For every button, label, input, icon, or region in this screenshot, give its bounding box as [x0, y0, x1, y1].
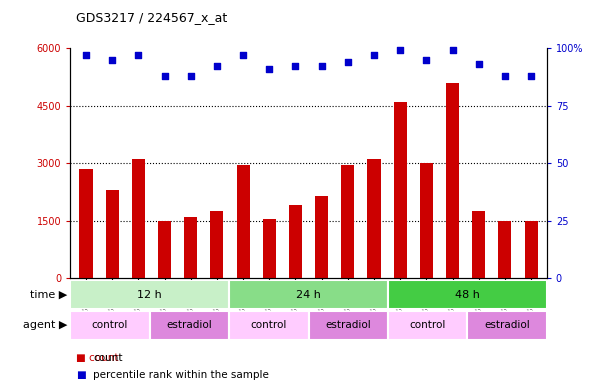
Bar [150, 311, 229, 340]
Text: 24 h: 24 h [296, 290, 321, 300]
Bar [158, 221, 171, 278]
Point [500, 73, 510, 79]
Point [212, 63, 222, 70]
Bar [70, 311, 150, 340]
Text: 48 h: 48 h [455, 290, 480, 300]
Bar [499, 221, 511, 278]
Bar [309, 311, 388, 340]
Text: GDS3217 / 224567_x_at: GDS3217 / 224567_x_at [76, 12, 228, 25]
Bar [263, 219, 276, 278]
Text: count: count [93, 353, 123, 363]
Bar [229, 311, 309, 340]
Bar [106, 190, 119, 278]
Point [159, 73, 169, 79]
Text: control: control [92, 320, 128, 331]
Text: time ▶: time ▶ [30, 290, 67, 300]
Text: ■ count: ■ count [76, 353, 119, 363]
Bar [70, 280, 229, 309]
Point [474, 61, 484, 67]
Bar [184, 217, 197, 278]
Bar [525, 221, 538, 278]
Text: percentile rank within the sample: percentile rank within the sample [93, 370, 269, 380]
Bar [289, 205, 302, 278]
Point [108, 56, 117, 63]
Point [316, 63, 326, 70]
Bar [367, 159, 381, 278]
Bar [446, 83, 459, 278]
Bar [467, 311, 547, 340]
Text: ■: ■ [76, 370, 86, 380]
Bar [79, 169, 92, 278]
Bar [420, 163, 433, 278]
Bar [236, 165, 250, 278]
Point [291, 63, 301, 70]
Point [265, 66, 274, 72]
Text: estradiol: estradiol [167, 320, 212, 331]
Point [395, 47, 405, 53]
Bar [342, 165, 354, 278]
Point [186, 73, 196, 79]
Text: control: control [409, 320, 446, 331]
Point [238, 52, 248, 58]
Text: agent ▶: agent ▶ [23, 320, 67, 331]
Text: control: control [251, 320, 287, 331]
Bar [393, 102, 407, 278]
Text: estradiol: estradiol [326, 320, 371, 331]
Point [422, 56, 431, 63]
Bar [388, 311, 467, 340]
Bar [472, 211, 485, 278]
Point [369, 52, 379, 58]
Point [343, 59, 353, 65]
Point [526, 73, 536, 79]
Point [133, 52, 143, 58]
Text: 12 h: 12 h [137, 290, 162, 300]
Bar [315, 196, 328, 278]
Text: estradiol: estradiol [485, 320, 530, 331]
Bar [210, 211, 224, 278]
Bar [388, 280, 547, 309]
Bar [132, 159, 145, 278]
Point [448, 47, 458, 53]
Point [81, 52, 91, 58]
Bar [229, 280, 388, 309]
